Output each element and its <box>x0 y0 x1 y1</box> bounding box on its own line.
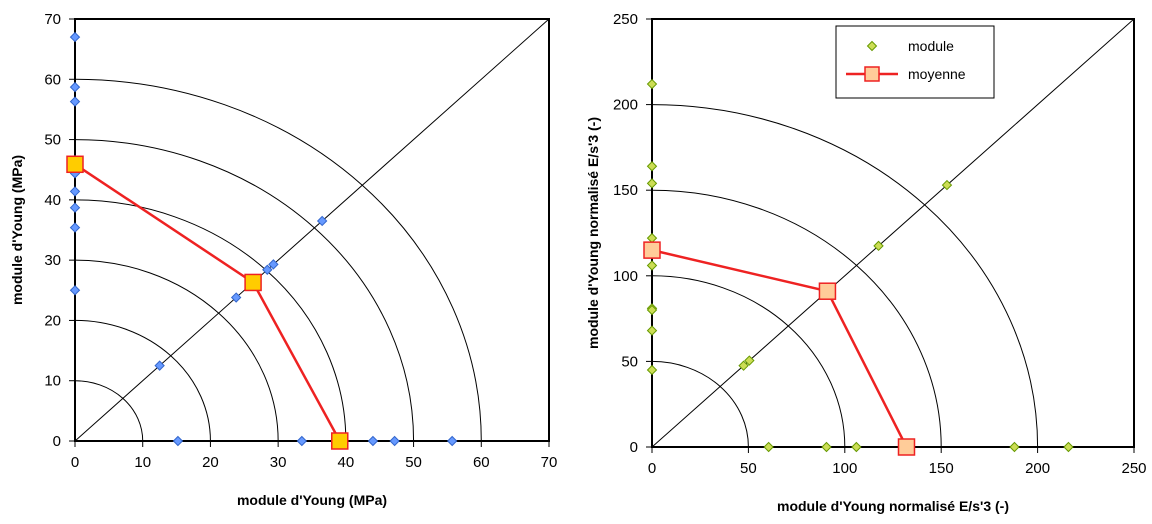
data-point <box>69 285 81 296</box>
data-point <box>941 179 953 191</box>
legend-marker <box>866 40 878 52</box>
y-tick-label: 0 <box>53 433 61 450</box>
data-point <box>69 222 81 233</box>
series-module <box>646 78 1074 453</box>
legend-marker <box>864 66 880 82</box>
mean-point <box>897 438 916 456</box>
y-tick-label: 250 <box>613 11 638 28</box>
data-point <box>1009 441 1020 453</box>
y-axis-title: module d'Young (MPa) <box>9 155 25 305</box>
x-tick-label: 30 <box>270 454 287 471</box>
data-point <box>821 441 832 453</box>
chart-1: 0 10 20 30 40 50 60 70 0 10 20 30 40 50 60 70 module d'Y… <box>9 11 557 508</box>
y-tick-label: 70 <box>44 11 61 28</box>
y-tick-label: 40 <box>44 192 61 209</box>
data-point <box>744 355 755 366</box>
data-point <box>230 292 242 303</box>
y-tick-label: 10 <box>44 373 61 390</box>
data-point <box>262 264 273 275</box>
mean-point <box>66 155 84 174</box>
legend-label: module <box>908 38 954 54</box>
data-point <box>296 435 308 447</box>
x-tick-label: 200 <box>1025 460 1050 477</box>
data-point <box>69 31 81 43</box>
y-tick-label: 50 <box>621 353 638 370</box>
y-tick-label: 0 <box>630 439 638 456</box>
x-tick-label: 0 <box>648 460 656 477</box>
data-point <box>69 186 81 197</box>
data-point <box>646 232 658 244</box>
x-tick-label: 100 <box>832 460 857 477</box>
series-line <box>74 163 341 442</box>
data-point <box>69 81 81 93</box>
data-point <box>172 435 184 447</box>
data-point <box>646 178 658 189</box>
data-point <box>154 360 165 371</box>
x-axis-title: module d'Young (MPa) <box>237 492 387 508</box>
data-point <box>646 78 658 90</box>
x-tick-label: 50 <box>740 460 757 477</box>
x-tick-label: 250 <box>1121 460 1146 477</box>
y-axis-title: module d'Young normalisé E/s'3 (-) <box>585 117 601 349</box>
mean-point <box>244 273 262 292</box>
legend-label: moyenne <box>908 66 966 82</box>
data-point <box>646 325 658 336</box>
data-point <box>446 435 458 447</box>
x-tick-label: 70 <box>541 454 558 471</box>
legend: module moyenne <box>835 25 995 99</box>
y-tick-label: 30 <box>44 252 61 269</box>
chart-2: 0 50 100 150 200 250 0 50 100 150 200 250 module d'Y… <box>585 11 1147 514</box>
data-point <box>69 202 81 213</box>
y-tick-label: 150 <box>613 182 638 199</box>
x-tick-label: 0 <box>71 454 79 471</box>
data-point <box>763 441 774 453</box>
legend-box <box>835 25 995 99</box>
x-tick-label: 50 <box>405 454 422 471</box>
data-point <box>646 260 658 271</box>
data-point <box>646 304 658 316</box>
series-moyenne <box>643 241 916 456</box>
y-tick-label: 100 <box>613 268 638 285</box>
x-tick-label: 150 <box>929 460 954 477</box>
data-point <box>851 441 862 453</box>
x-tick-label: 60 <box>473 454 490 471</box>
data-point <box>316 215 328 227</box>
series-mean <box>66 155 349 450</box>
x-tick-label: 10 <box>134 454 151 471</box>
x-tick-label: 20 <box>202 454 219 471</box>
y-tick-label: 60 <box>44 71 61 88</box>
data-point <box>646 161 658 172</box>
data-point <box>367 435 379 447</box>
x-axis-title: module d'Young normalisé E/s'3 (-) <box>777 498 1009 514</box>
series-points <box>69 31 458 447</box>
x-tick-label: 40 <box>338 454 355 471</box>
data-point <box>646 364 658 376</box>
diagonal-line <box>652 19 1134 447</box>
mean-point <box>643 241 661 259</box>
y-tick-label: 20 <box>44 312 61 329</box>
data-point <box>389 435 400 447</box>
data-point <box>738 360 749 371</box>
diagonal-line <box>75 19 549 441</box>
data-point <box>873 240 884 252</box>
data-point <box>69 96 81 107</box>
mean-point <box>331 432 349 450</box>
data-point <box>268 259 279 270</box>
data-point <box>1063 441 1074 453</box>
y-tick-label: 200 <box>613 97 638 114</box>
y-tick-label: 50 <box>44 132 61 149</box>
mean-point <box>818 282 837 300</box>
